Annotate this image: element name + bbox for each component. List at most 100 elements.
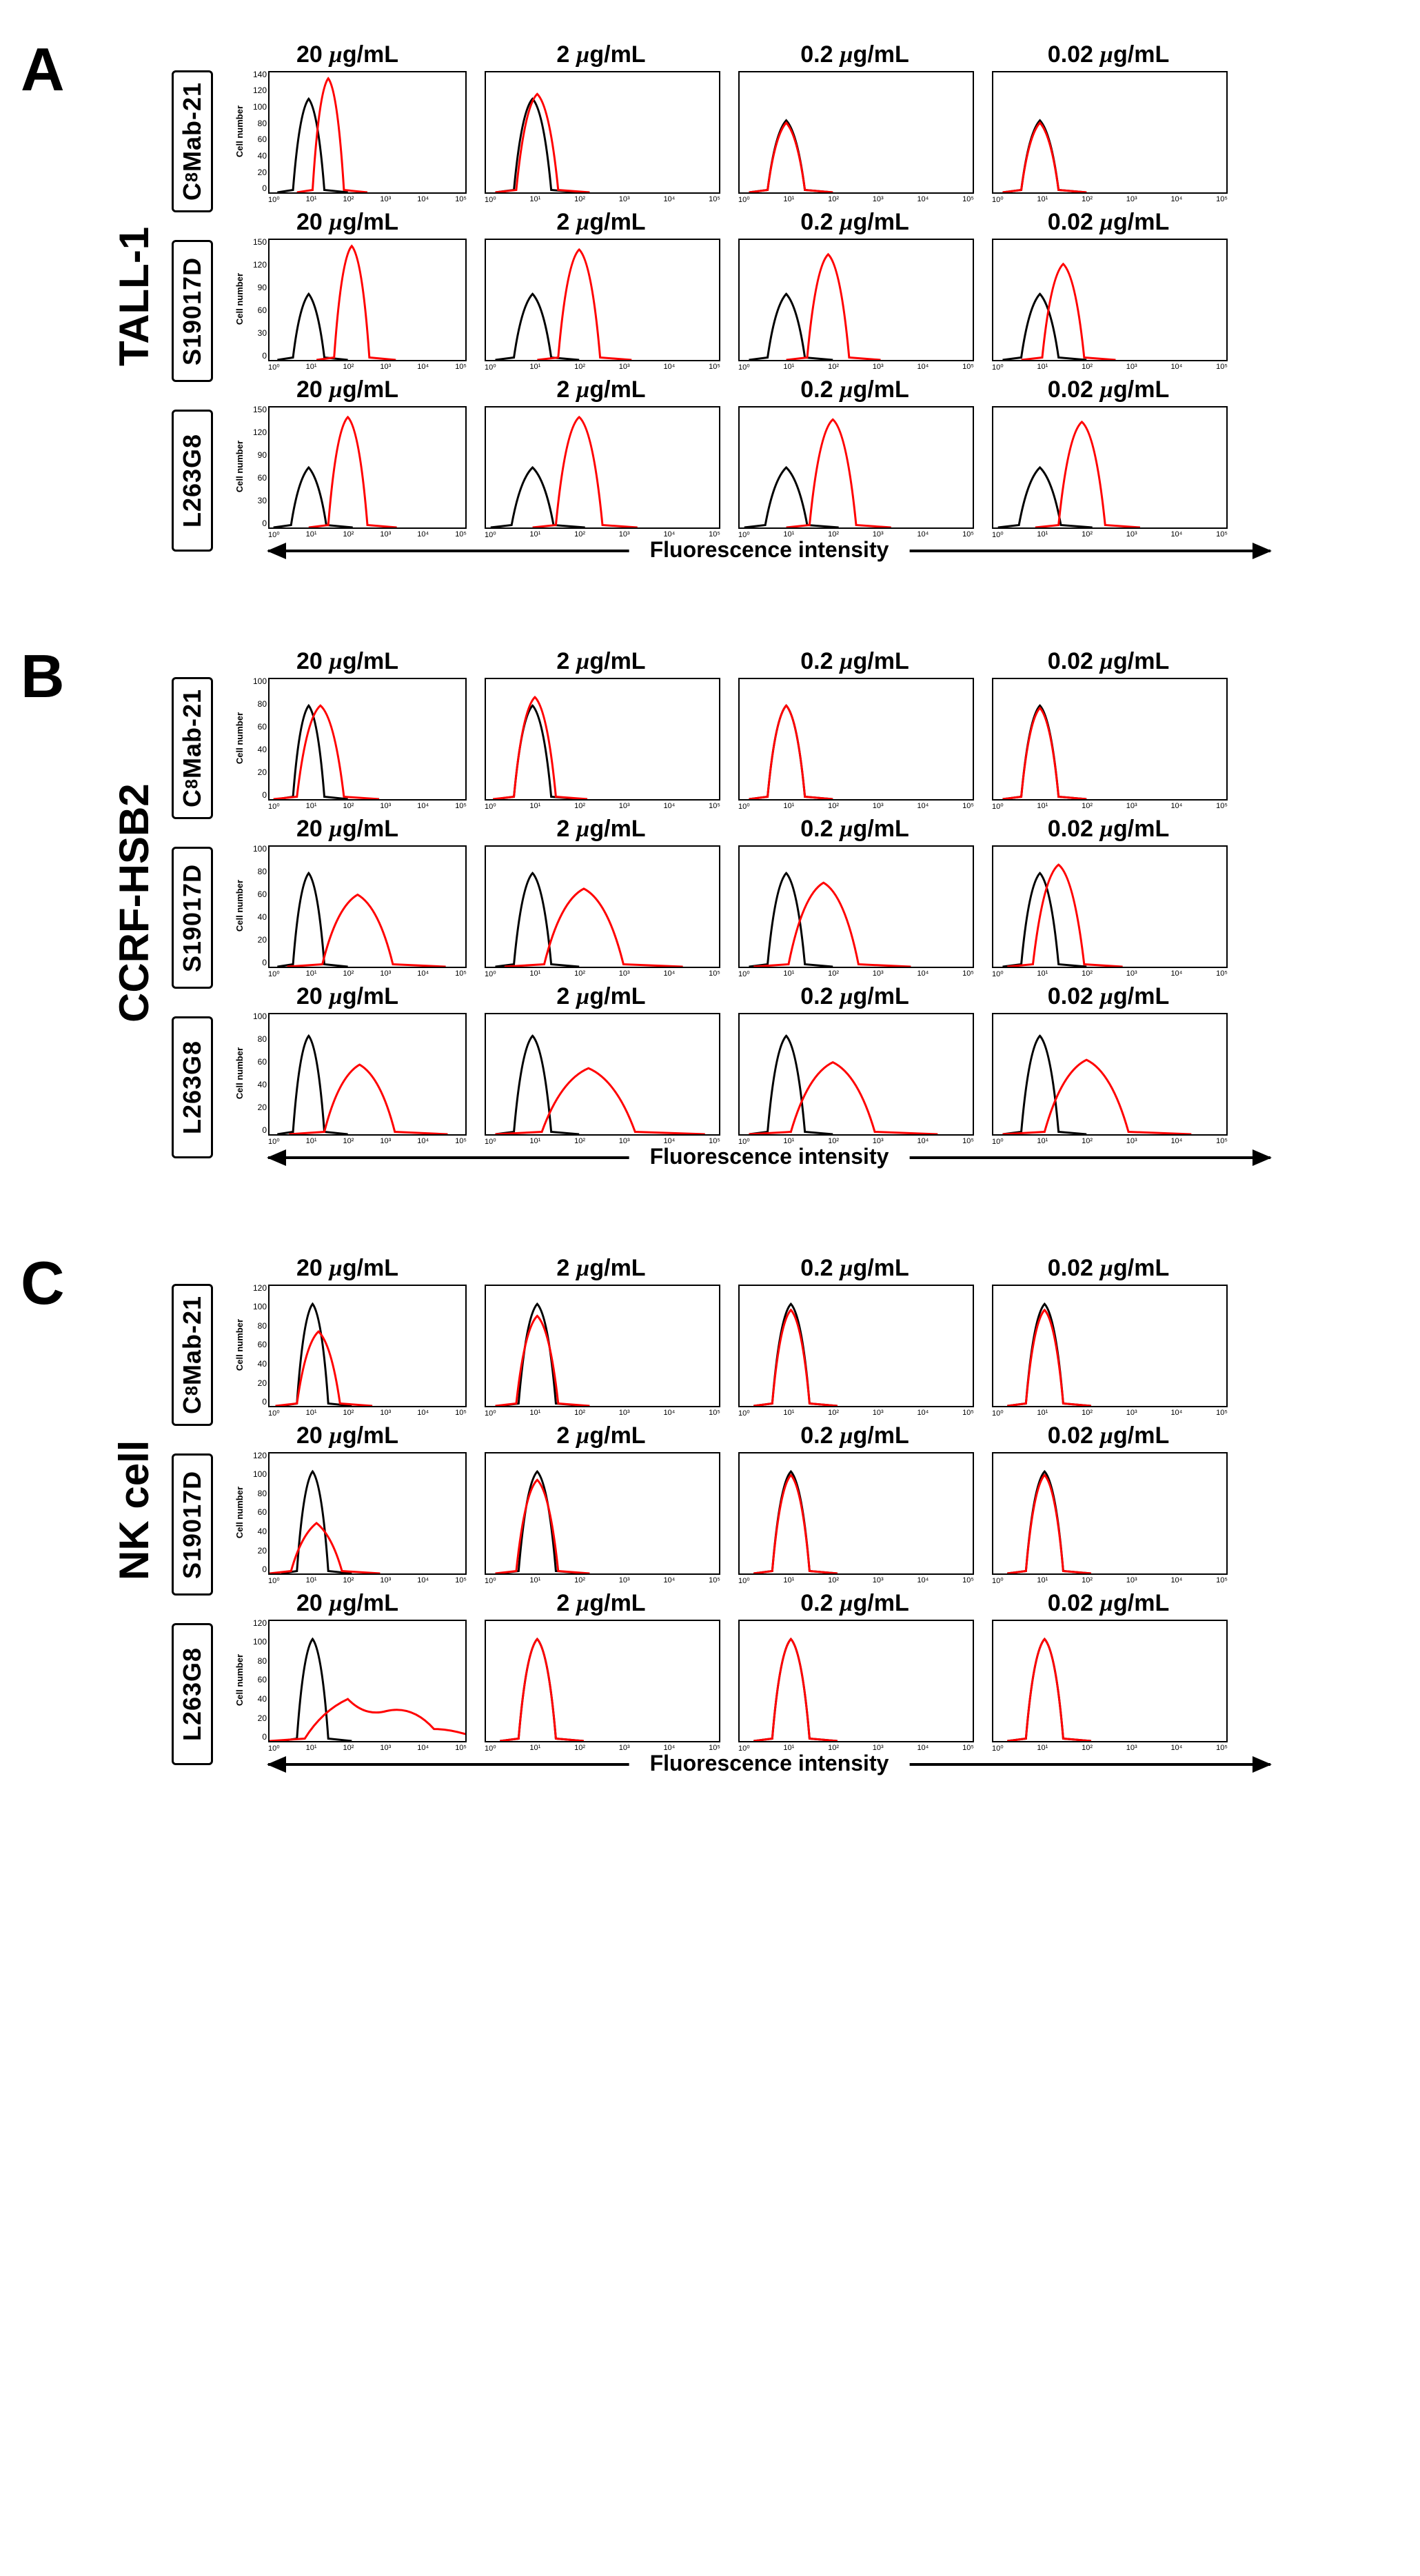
histogram-svg [993,1014,1226,1134]
histogram-svg [740,1621,973,1741]
antibody-label: S19017D [172,1453,213,1596]
concentration-header-row: 20 µg/mL2 µg/mL0.2 µg/mL0.02 µg/mL [227,983,1270,1012]
plot-box [485,71,720,194]
control-curve [491,467,585,527]
x-ticks: 10⁰10¹10²10³10⁴10⁵ [485,363,720,375]
x-ticks: 10⁰10¹10²10³10⁴10⁵ [992,1409,1228,1421]
histogram-svg [486,847,719,967]
plot-box [992,845,1228,968]
x-ticks: 10⁰10¹10²10³10⁴10⁵ [992,969,1228,982]
histogram-svg [270,1286,465,1406]
figure-panel-c: CNK cellC8Mab-21S19017DL263G820 µg/mL2 µ… [14,1241,1406,1779]
flow-histogram: 10⁰10¹10²10³10⁴10⁵ [480,844,722,982]
flow-histogram: 10⁰10¹10²10³10⁴10⁵ [480,70,722,208]
flow-histogram: 10⁰10¹10²10³10⁴10⁵ [480,1618,722,1756]
plot-box [268,1620,467,1742]
plot-box [268,239,467,361]
antibody-label: C8Mab-21 [172,1284,213,1426]
plot-box [992,1452,1228,1575]
y-ticks: 100806040200 [252,676,268,801]
sample-curve [533,416,638,527]
x-ticks: 10⁰10¹10²10³10⁴10⁵ [738,802,974,814]
concentration-label: 0.02 µg/mL [988,816,1229,843]
concentration-label: 0.2 µg/mL [734,1255,975,1282]
control-curve [496,99,580,192]
sample-curve [496,94,590,192]
plot-box [268,678,467,801]
concentration-label: 20 µg/mL [227,816,468,843]
flow-histogram: 10⁰10¹10²10³10⁴10⁵ [480,1012,722,1149]
sample-curve [505,888,683,966]
arrow-wrap: Fluorescence intensity [268,550,1270,552]
figure-panel-b: BCCRF-HSB2C8Mab-21S19017DL263G820 µg/mL2… [14,634,1406,1172]
concentration-label: 0.2 µg/mL [734,816,975,843]
flow-histogram: 10⁰10¹10²10³10⁴10⁵ [988,1618,1229,1756]
plot-grid: 20 µg/mL2 µg/mL0.2 µg/mL0.02 µg/mLCell n… [227,648,1270,1149]
x-ticks: 10⁰10¹10²10³10⁴10⁵ [268,1137,467,1149]
sample-curve [753,1639,838,1741]
plot-box [738,678,974,801]
sample-curve [274,705,379,799]
sample-curve [493,697,587,799]
histogram-row: Cell number14012010080604020010⁰10¹10²10… [227,70,1270,208]
control-curve [753,1471,838,1573]
histogram-row: Cell number10080604020010⁰10¹10²10³10⁴10… [227,676,1270,814]
y-axis-label: Cell number [234,441,245,492]
plot-row: 20 µg/mL2 µg/mL0.2 µg/mL0.02 µg/mLCell n… [227,983,1270,1149]
histogram-svg [486,407,719,527]
control-curve [1007,1639,1091,1741]
concentration-header-row: 20 µg/mL2 µg/mL0.2 µg/mL0.02 µg/mL [227,648,1270,676]
histogram-svg [486,1453,719,1573]
control-curve [753,1639,838,1741]
y-axis-label: Cell number [234,1047,245,1099]
histogram-svg [740,240,973,360]
x-axis-caption: Fluorescence intensity [629,1751,910,1776]
y-ticks: 120100806040200 [252,1283,268,1407]
control-curve [749,294,833,360]
concentration-label: 2 µg/mL [480,1590,722,1617]
concentration-label: 0.2 µg/mL [734,983,975,1010]
flow-histogram: 10⁰10¹10²10³10⁴10⁵ [988,676,1229,814]
sample-curve [496,1068,705,1134]
x-ticks: 10⁰10¹10²10³10⁴10⁵ [485,195,720,208]
x-ticks: 10⁰10¹10²10³10⁴10⁵ [992,195,1228,208]
x-ticks: 10⁰10¹10²10³10⁴10⁵ [992,1744,1228,1756]
flow-histogram: 10⁰10¹10²10³10⁴10⁵ [734,1283,975,1421]
x-ticks: 10⁰10¹10²10³10⁴10⁵ [738,969,974,982]
plot-box [738,1620,974,1742]
y-axis-label: Cell number [234,1487,245,1538]
y-axis-label: Cell number [234,880,245,932]
concentration-label: 0.02 µg/mL [988,1590,1229,1617]
concentration-label: 2 µg/mL [480,816,722,843]
cell-line-label: TALL-1 [110,28,158,565]
y-axis-label-wrap: Cell number [227,844,252,968]
x-ticks: 10⁰10¹10²10³10⁴10⁵ [992,802,1228,814]
sample-curve [1007,1475,1091,1573]
plot-box [992,1013,1228,1136]
concentration-label: 0.2 µg/mL [734,1590,975,1617]
histogram-row: Cell number10080604020010⁰10¹10²10³10⁴10… [227,1012,1270,1149]
histogram-svg [270,1014,465,1134]
flow-histogram: 10⁰10¹10²10³10⁴10⁵ [734,1012,975,1149]
sample-curve [496,1316,590,1406]
plot-row: 20 µg/mL2 µg/mL0.2 µg/mL0.02 µg/mLCell n… [227,1255,1270,1421]
plot-box [485,1452,720,1575]
histogram-svg [486,240,719,360]
sample-curve [1007,865,1122,967]
y-ticks: 140120100806040200 [252,70,268,194]
flow-histogram: 10⁰10¹10²10³10⁴10⁵ [480,676,722,814]
y-axis-label-wrap: Cell number [227,1618,252,1742]
antibody-label: L263G8 [172,1016,213,1158]
y-axis-label-wrap: Cell number [227,1012,252,1136]
y-axis-label: Cell number [234,1319,245,1371]
x-ticks: 10⁰10¹10²10³10⁴10⁵ [268,969,467,982]
concentration-header-row: 20 µg/mL 2 µg/mL 0.2 µg/mL 0.02 µg/mL [227,816,1270,844]
plot-box [485,845,720,968]
x-ticks: 10⁰10¹10²10³10⁴10⁵ [992,530,1228,543]
antibody-label: L263G8 [172,1623,213,1765]
x-ticks: 10⁰10¹10²10³10⁴10⁵ [992,1576,1228,1589]
histogram-svg [993,407,1226,527]
plot-box [268,406,467,529]
plot-row: 20 µg/mL2 µg/mL0.2 µg/mL0.02 µg/mLCell n… [227,1590,1270,1756]
control-curve [749,1036,833,1134]
